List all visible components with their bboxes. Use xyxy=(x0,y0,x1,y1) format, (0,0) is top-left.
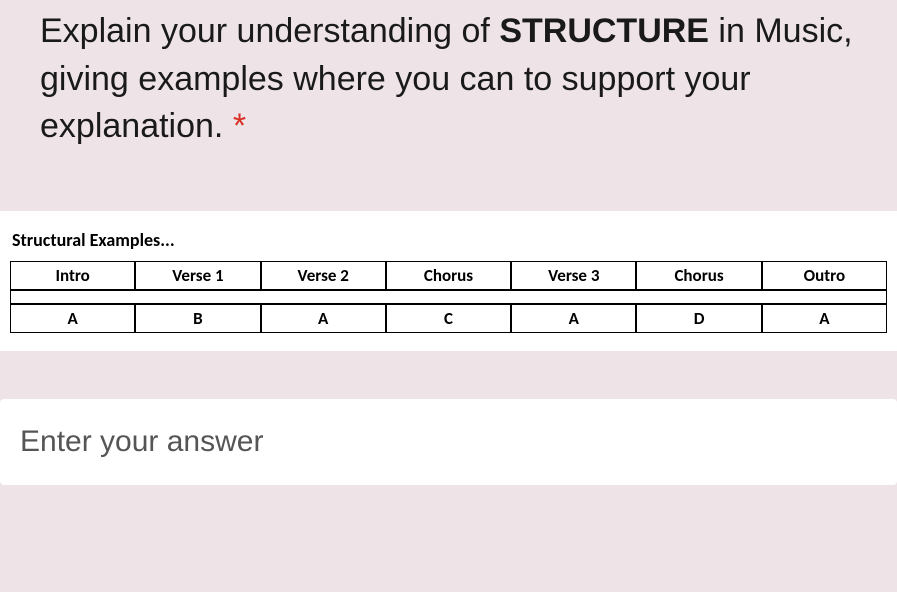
structure-cell: D xyxy=(636,304,761,333)
structure-cell: Verse 1 xyxy=(135,261,260,290)
examples-title: Structural Examples... xyxy=(10,229,887,251)
table-row: Intro Verse 1 Verse 2 Chorus Verse 3 Cho… xyxy=(10,261,887,290)
structure-cell: Intro xyxy=(10,261,135,290)
table-row: A B A C A D A xyxy=(10,304,887,333)
structure-cell: C xyxy=(386,304,511,333)
table-row-gap xyxy=(10,290,887,304)
structure-cell: A xyxy=(511,304,636,333)
structure-cell: Chorus xyxy=(386,261,511,290)
required-marker: * xyxy=(233,107,246,145)
structure-cell: A xyxy=(762,304,887,333)
structure-cell: B xyxy=(135,304,260,333)
question-block: Explain your understanding of STRUCTURE … xyxy=(0,0,897,175)
structure-table: Intro Verse 1 Verse 2 Chorus Verse 3 Cho… xyxy=(10,261,887,333)
answer-block xyxy=(0,399,897,485)
question-text: Explain your understanding of STRUCTURE … xyxy=(40,8,857,151)
question-bold-term: STRUCTURE xyxy=(499,12,709,50)
structure-cell: Verse 3 xyxy=(511,261,636,290)
structure-cell: A xyxy=(10,304,135,333)
answer-input[interactable] xyxy=(20,425,877,459)
examples-block: Structural Examples... Intro Verse 1 Ver… xyxy=(0,211,897,351)
structure-cell: Outro xyxy=(762,261,887,290)
structure-cell: A xyxy=(261,304,386,333)
question-prefix: Explain your understanding of xyxy=(40,12,499,50)
structure-cell: Verse 2 xyxy=(261,261,386,290)
structure-cell: Chorus xyxy=(636,261,761,290)
